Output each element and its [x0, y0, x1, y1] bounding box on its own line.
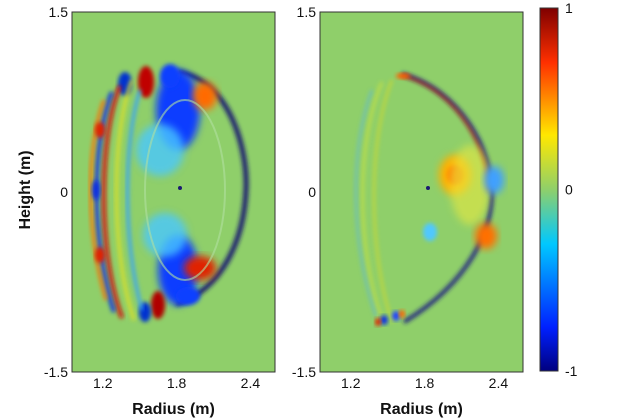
colorbar-tick-label: -1	[565, 363, 578, 379]
colorbar-gradient	[539, 7, 559, 372]
x-axis-label-1: Radius (m)	[132, 401, 215, 418]
y-tick-label-1: -1.5	[44, 364, 68, 380]
right-heatmap-panel	[319, 11, 524, 373]
x-tick-label-1: 1.8	[167, 375, 187, 391]
x-tick-label-1: 1.2	[93, 375, 113, 391]
x-tick-label-2: 1.2	[341, 375, 361, 391]
y-axis-label: Height (m)	[17, 150, 34, 229]
y-tick-label-1: 0	[60, 184, 68, 200]
y-tick-label-1: 1.5	[49, 4, 69, 20]
y-tick-label-2: 0	[308, 184, 316, 200]
x-tick-label-2: 2.4	[489, 375, 509, 391]
colorbar-tick-label: 1	[565, 0, 573, 16]
left-heatmap-panel	[71, 11, 276, 373]
right-field-pattern	[355, 72, 504, 326]
left-plot-frame	[71, 11, 276, 373]
y-tick-label-2: 1.5	[297, 4, 317, 20]
x-axis-label-2: Radius (m)	[380, 401, 463, 418]
x-tick-label-2: 1.8	[415, 375, 435, 391]
left-field-pattern	[89, 64, 249, 322]
x-tick-label-1: 2.4	[241, 375, 261, 391]
axis-labels-layer: 1.2 1.8 2.4 1.5 0 -1.5 Radius (m) Height (m) 1.2…	[17, 0, 578, 418]
colorbar-tick-label: 0	[565, 182, 573, 198]
y-tick-label-2: -1.5	[292, 364, 316, 380]
colorbar	[539, 7, 559, 372]
right-plot-frame	[319, 11, 524, 373]
